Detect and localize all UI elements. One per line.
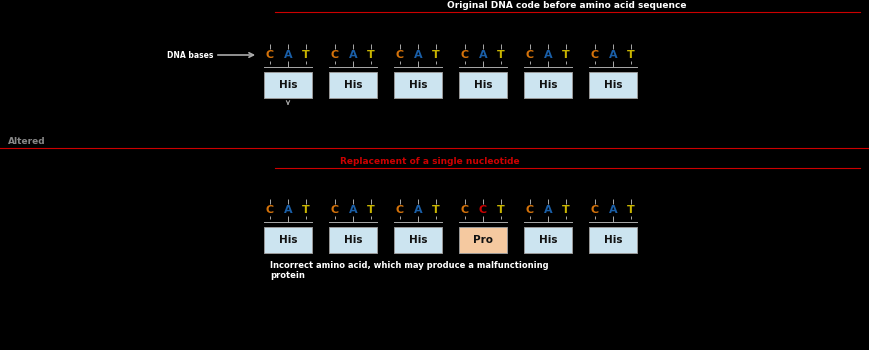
Text: C: C xyxy=(266,205,274,215)
Text: Replacement of a single nucleotide: Replacement of a single nucleotide xyxy=(340,157,519,166)
Text: C: C xyxy=(526,50,534,60)
Text: T: T xyxy=(302,205,309,215)
Text: His: His xyxy=(408,235,427,245)
Text: A: A xyxy=(608,205,617,215)
Text: Incorrect amino acid, which may produce a malfunctioning
protein: Incorrect amino acid, which may produce … xyxy=(269,261,548,280)
Text: C: C xyxy=(461,50,468,60)
Text: A: A xyxy=(543,205,552,215)
Text: T: T xyxy=(367,205,375,215)
Text: T: T xyxy=(627,205,634,215)
Text: DNA bases: DNA bases xyxy=(167,50,213,60)
FancyBboxPatch shape xyxy=(588,72,636,98)
Text: C: C xyxy=(526,205,534,215)
Text: Altered: Altered xyxy=(8,137,45,146)
Text: C: C xyxy=(590,205,599,215)
FancyBboxPatch shape xyxy=(328,72,376,98)
Text: His: His xyxy=(278,80,297,90)
Text: Pro: Pro xyxy=(473,235,493,245)
Text: T: T xyxy=(432,50,440,60)
Text: A: A xyxy=(478,50,487,60)
Text: A: A xyxy=(414,50,421,60)
Text: His: His xyxy=(603,235,621,245)
Text: C: C xyxy=(461,205,468,215)
FancyBboxPatch shape xyxy=(394,72,441,98)
Text: C: C xyxy=(330,50,339,60)
Text: C: C xyxy=(266,50,274,60)
Text: A: A xyxy=(414,205,421,215)
FancyBboxPatch shape xyxy=(328,227,376,253)
Text: Original DNA code before amino acid sequence: Original DNA code before amino acid sequ… xyxy=(447,1,686,10)
Text: T: T xyxy=(561,50,569,60)
Text: T: T xyxy=(496,205,504,215)
FancyBboxPatch shape xyxy=(523,72,571,98)
Text: T: T xyxy=(561,205,569,215)
Text: His: His xyxy=(603,80,621,90)
Text: His: His xyxy=(474,80,492,90)
Text: C: C xyxy=(395,50,403,60)
Text: C: C xyxy=(590,50,599,60)
Text: A: A xyxy=(348,50,357,60)
FancyBboxPatch shape xyxy=(523,227,571,253)
Text: His: His xyxy=(408,80,427,90)
FancyBboxPatch shape xyxy=(459,72,507,98)
FancyBboxPatch shape xyxy=(263,72,312,98)
Text: C: C xyxy=(479,205,487,215)
Text: T: T xyxy=(367,50,375,60)
Text: A: A xyxy=(283,205,292,215)
Text: C: C xyxy=(395,205,403,215)
Text: T: T xyxy=(496,50,504,60)
Text: C: C xyxy=(330,205,339,215)
Text: His: His xyxy=(343,80,362,90)
Text: A: A xyxy=(608,50,617,60)
FancyBboxPatch shape xyxy=(459,227,507,253)
Text: T: T xyxy=(627,50,634,60)
Text: His: His xyxy=(343,235,362,245)
Text: His: His xyxy=(278,235,297,245)
Text: His: His xyxy=(538,235,557,245)
Text: His: His xyxy=(538,80,557,90)
Text: A: A xyxy=(348,205,357,215)
FancyBboxPatch shape xyxy=(394,227,441,253)
Text: T: T xyxy=(432,205,440,215)
Text: A: A xyxy=(283,50,292,60)
FancyBboxPatch shape xyxy=(588,227,636,253)
Text: T: T xyxy=(302,50,309,60)
FancyBboxPatch shape xyxy=(263,227,312,253)
Text: A: A xyxy=(543,50,552,60)
